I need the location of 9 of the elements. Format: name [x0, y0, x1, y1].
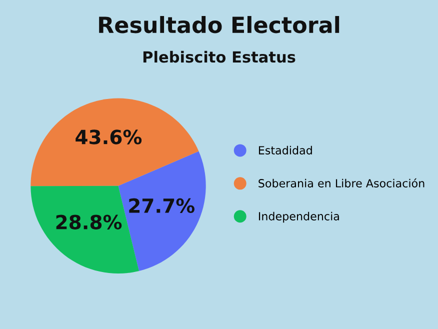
pie-slice [30, 98, 199, 186]
legend-label: Estadidad [258, 146, 312, 154]
data-label: 28.8% [56, 214, 122, 230]
chart-subtitle: Plebiscito Estatus [143, 50, 296, 63]
chart-title: Resultado Electoral [99, 16, 340, 34]
legend-label: Independencia [258, 212, 339, 223]
data-label: 43.6% [76, 130, 142, 144]
data-label: 27.7% [129, 198, 194, 214]
legend-label: Soberania en Libre Asociación [258, 178, 424, 188]
